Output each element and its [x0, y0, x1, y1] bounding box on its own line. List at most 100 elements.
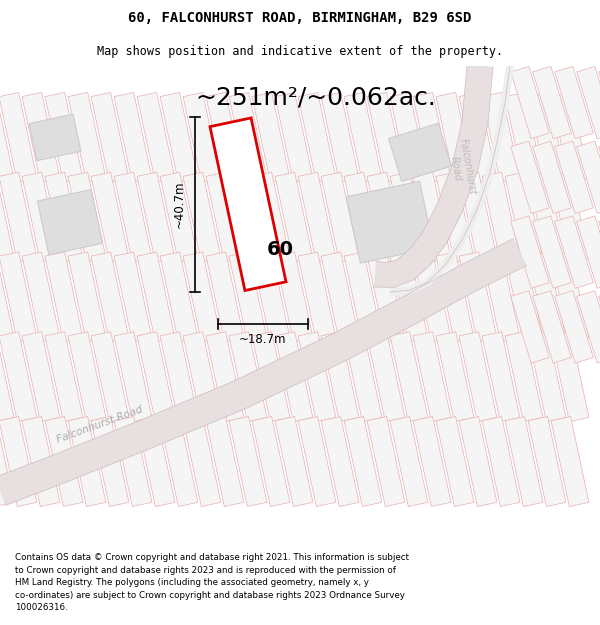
Polygon shape: [533, 66, 571, 139]
Polygon shape: [528, 416, 566, 506]
Polygon shape: [344, 416, 382, 506]
Polygon shape: [114, 92, 152, 182]
Polygon shape: [206, 92, 244, 182]
Polygon shape: [413, 416, 451, 506]
Polygon shape: [413, 92, 451, 182]
Polygon shape: [511, 216, 550, 288]
Polygon shape: [374, 64, 493, 288]
Polygon shape: [45, 332, 83, 422]
Polygon shape: [0, 92, 14, 182]
Polygon shape: [229, 92, 267, 182]
Polygon shape: [533, 141, 571, 214]
Polygon shape: [390, 252, 428, 342]
Polygon shape: [0, 92, 37, 182]
Polygon shape: [511, 66, 550, 139]
Polygon shape: [367, 173, 405, 262]
Polygon shape: [390, 173, 428, 262]
Polygon shape: [459, 416, 497, 506]
Polygon shape: [183, 416, 221, 506]
Polygon shape: [68, 332, 106, 422]
Polygon shape: [505, 416, 543, 506]
Polygon shape: [91, 252, 129, 342]
Polygon shape: [533, 291, 571, 363]
Polygon shape: [482, 332, 520, 422]
Polygon shape: [22, 173, 60, 262]
Polygon shape: [210, 118, 286, 291]
Polygon shape: [183, 332, 221, 422]
Polygon shape: [160, 173, 198, 262]
Polygon shape: [0, 252, 37, 342]
Polygon shape: [390, 332, 428, 422]
Polygon shape: [505, 92, 543, 182]
Polygon shape: [528, 332, 566, 422]
Polygon shape: [45, 173, 83, 262]
Polygon shape: [0, 173, 37, 262]
Polygon shape: [551, 92, 589, 182]
Polygon shape: [599, 141, 600, 214]
Polygon shape: [0, 416, 14, 506]
Polygon shape: [91, 332, 129, 422]
Polygon shape: [321, 252, 359, 342]
Polygon shape: [229, 332, 267, 422]
Polygon shape: [114, 173, 152, 262]
Polygon shape: [298, 92, 336, 182]
Polygon shape: [459, 252, 497, 342]
Polygon shape: [554, 141, 593, 214]
Polygon shape: [505, 173, 543, 262]
Polygon shape: [22, 332, 60, 422]
Polygon shape: [229, 416, 267, 506]
Polygon shape: [229, 173, 267, 262]
Polygon shape: [436, 92, 474, 182]
Polygon shape: [577, 291, 600, 363]
Polygon shape: [160, 92, 198, 182]
Polygon shape: [114, 416, 152, 506]
Polygon shape: [482, 252, 520, 342]
Polygon shape: [275, 416, 313, 506]
Polygon shape: [577, 141, 600, 214]
Polygon shape: [389, 65, 514, 296]
Polygon shape: [206, 416, 244, 506]
Text: 60: 60: [266, 239, 293, 259]
Polygon shape: [183, 173, 221, 262]
Polygon shape: [22, 416, 60, 506]
Polygon shape: [459, 92, 497, 182]
Polygon shape: [252, 252, 290, 342]
Polygon shape: [321, 416, 359, 506]
Polygon shape: [344, 252, 382, 342]
Polygon shape: [206, 173, 244, 262]
Polygon shape: [367, 252, 405, 342]
Polygon shape: [436, 173, 474, 262]
Polygon shape: [22, 252, 60, 342]
Polygon shape: [45, 416, 83, 506]
Polygon shape: [390, 416, 428, 506]
Polygon shape: [554, 216, 593, 288]
Polygon shape: [0, 416, 37, 506]
Polygon shape: [551, 252, 589, 342]
Polygon shape: [137, 332, 175, 422]
Polygon shape: [45, 92, 83, 182]
Polygon shape: [554, 291, 593, 363]
Polygon shape: [505, 252, 543, 342]
Polygon shape: [413, 252, 451, 342]
Polygon shape: [252, 173, 290, 262]
Polygon shape: [22, 92, 60, 182]
Polygon shape: [367, 332, 405, 422]
Polygon shape: [482, 173, 520, 262]
Text: Map shows position and indicative extent of the property.: Map shows position and indicative extent…: [97, 45, 503, 58]
Polygon shape: [413, 332, 451, 422]
Polygon shape: [229, 252, 267, 342]
Polygon shape: [0, 332, 14, 422]
Polygon shape: [298, 173, 336, 262]
Polygon shape: [436, 252, 474, 342]
Polygon shape: [183, 252, 221, 342]
Polygon shape: [137, 416, 175, 506]
Polygon shape: [45, 252, 83, 342]
Polygon shape: [389, 123, 451, 181]
Polygon shape: [252, 92, 290, 182]
Polygon shape: [436, 416, 474, 506]
Polygon shape: [459, 332, 497, 422]
Polygon shape: [91, 173, 129, 262]
Polygon shape: [459, 173, 497, 262]
Polygon shape: [68, 252, 106, 342]
Polygon shape: [114, 252, 152, 342]
